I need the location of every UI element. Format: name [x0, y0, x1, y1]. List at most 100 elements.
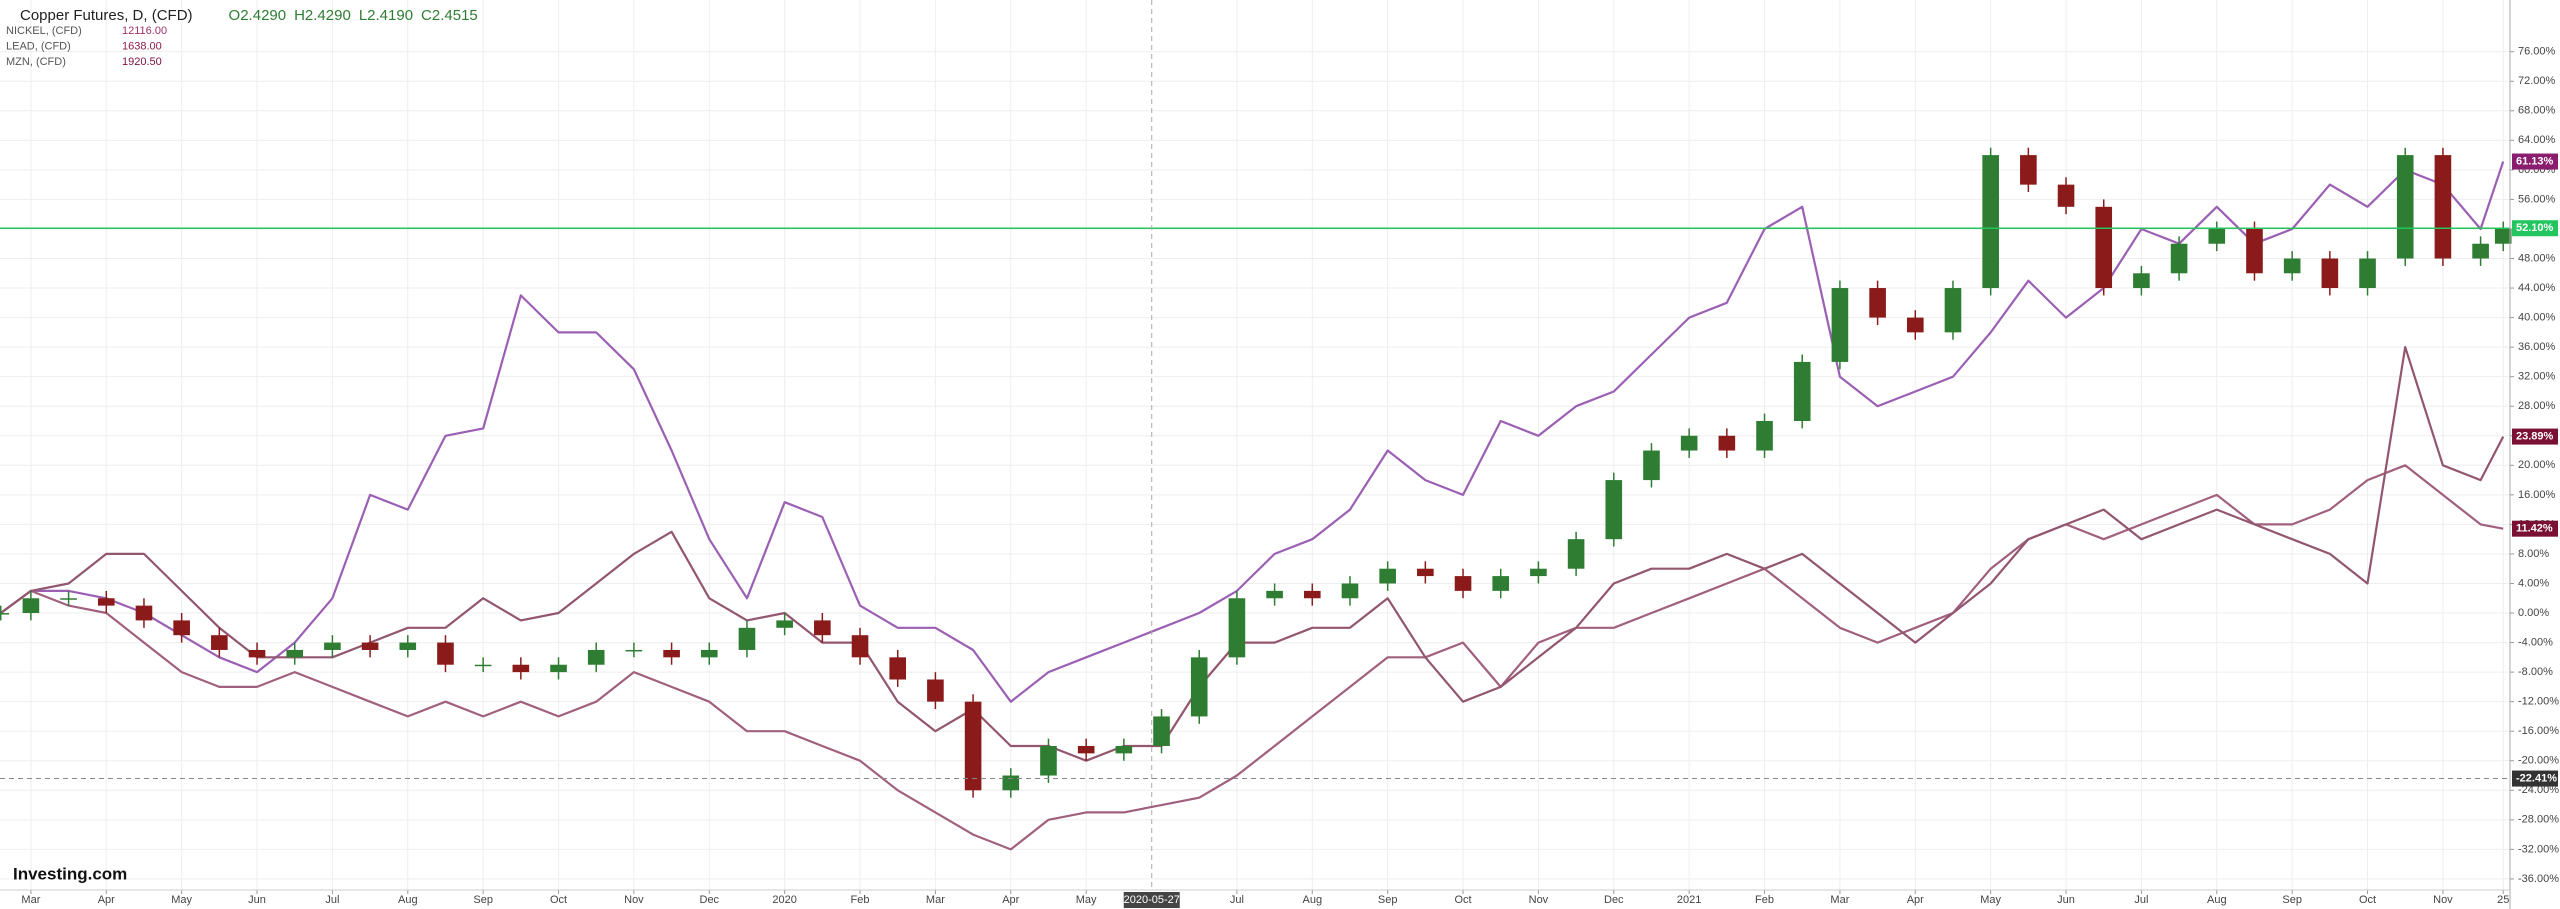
candle-body	[2472, 243, 2489, 259]
legend-name: MZN, (CFD)	[6, 56, 66, 68]
candle-body	[1379, 568, 1396, 584]
candle-body	[1454, 576, 1472, 591]
plot-area	[0, 0, 2512, 890]
candle-body	[1982, 155, 1999, 289]
candle-body	[1303, 590, 1321, 599]
y-tick-label: 36.00%	[2518, 341, 2556, 353]
candle-body	[2057, 184, 2075, 207]
candle-body	[135, 605, 153, 621]
y-tick-label: -16.00%	[2518, 725, 2559, 737]
candle-body	[625, 649, 643, 652]
y-tick-label: 0.00%	[2518, 607, 2549, 619]
x-tick-label: Apr	[1907, 894, 1924, 906]
candle-body	[248, 649, 266, 658]
y-tick-label: -20.00%	[2518, 755, 2559, 767]
candle-body	[1869, 288, 1886, 318]
y-tick-label: 72.00%	[2518, 75, 2556, 87]
y-tick-label: -8.00%	[2518, 666, 2553, 678]
candle-body	[1643, 450, 1660, 481]
candle-body	[700, 649, 718, 658]
y-tick-label: 32.00%	[2518, 371, 2556, 383]
x-tick-label: Apr	[98, 894, 115, 906]
candle-body	[2133, 273, 2150, 289]
x-tick-label: Nov	[1529, 894, 1549, 906]
candle-body	[1341, 583, 1359, 599]
x-tick-label: May	[1076, 894, 1097, 906]
ohlc-close: C2.4515	[421, 7, 478, 24]
candle-body	[1153, 716, 1170, 746]
y-tick-label: 8.00%	[2518, 548, 2549, 560]
x-tick-label: Dec	[1604, 894, 1624, 906]
y-tick-label: 20.00%	[2518, 459, 2556, 471]
ohlc-low: L2.4190	[359, 7, 413, 24]
x-tick-label: Mar	[21, 894, 40, 906]
candle-body	[927, 679, 944, 702]
candle-body	[1756, 420, 1773, 451]
candle-body	[211, 635, 228, 650]
legend-value: 1638.00	[122, 40, 162, 52]
price-tag	[2512, 770, 2558, 787]
candle-body	[1680, 435, 1698, 451]
legend-name: NICKEL, (CFD)	[6, 25, 82, 37]
candle-body	[173, 620, 190, 636]
candle-body	[2434, 155, 2452, 259]
x-tick-label: Jul	[325, 894, 339, 906]
x-tick-label: Oct	[2359, 894, 2376, 906]
price-tag	[2512, 153, 2558, 170]
candle-body	[550, 664, 567, 673]
y-tick-label: 76.00%	[2518, 46, 2556, 58]
x-tick-label: Feb	[1755, 894, 1774, 906]
candle-body	[1492, 576, 1510, 591]
x-tick-label: Nov	[624, 894, 644, 906]
candle-body	[2494, 228, 2512, 244]
x-tick-label: May	[171, 894, 192, 906]
x-tick-label: Nov	[2433, 894, 2453, 906]
candle-body	[1040, 745, 1057, 776]
legend-name: LEAD, (CFD)	[6, 40, 71, 52]
x-tick-label: Aug	[1302, 894, 1322, 906]
x-tick-label: Jul	[2134, 894, 2148, 906]
crosshair-tag	[1123, 892, 1180, 908]
y-tick-label: 48.00%	[2518, 252, 2556, 264]
y-tick-label: -36.00%	[2518, 873, 2559, 885]
y-tick-label: 56.00%	[2518, 193, 2556, 205]
x-tick-label: Sep	[473, 894, 493, 906]
price-tag-label: 52.10%	[2516, 222, 2554, 234]
x-tick-label: Sep	[1378, 894, 1398, 906]
x-tick-label: Jun	[2057, 894, 2075, 906]
candle-body	[1115, 745, 1133, 754]
ohlc-high: H2.4290	[294, 7, 351, 24]
price-tag	[2512, 220, 2558, 237]
price-tag	[2512, 520, 2558, 537]
x-tick-label: Aug	[398, 894, 418, 906]
y-tick-label: -24.00%	[2518, 784, 2559, 796]
candle-body	[1567, 539, 1585, 569]
candle-body	[2283, 258, 2301, 274]
x-tick-label: Aug	[2207, 894, 2227, 906]
x-tick-label: Oct	[550, 894, 567, 906]
x-tick-label: Mar	[1830, 894, 1849, 906]
candle-body	[2246, 228, 2263, 274]
candle-body	[2095, 206, 2113, 289]
candle-body	[1417, 568, 1434, 577]
y-tick-label: -12.00%	[2518, 696, 2559, 708]
candle-body	[2359, 258, 2376, 289]
candle-body	[814, 620, 831, 636]
y-tick-label: 64.00%	[2518, 134, 2556, 146]
candle-body	[1718, 435, 1736, 451]
x-tick-label: 2021	[1677, 894, 1701, 906]
price-tag	[2512, 428, 2558, 445]
candle-body	[1831, 288, 1849, 362]
y-tick-label: 4.00%	[2518, 577, 2549, 589]
crosshair-label: 2020-05-27	[1124, 894, 1180, 906]
y-tick-label: -4.00%	[2518, 636, 2553, 648]
candle-body	[776, 620, 793, 628]
candle-body	[437, 642, 454, 665]
candle-body	[286, 649, 304, 658]
candle-body	[1906, 317, 1924, 333]
candle-body	[399, 642, 417, 650]
candle-body	[2170, 243, 2188, 274]
candle-body	[60, 598, 77, 600]
